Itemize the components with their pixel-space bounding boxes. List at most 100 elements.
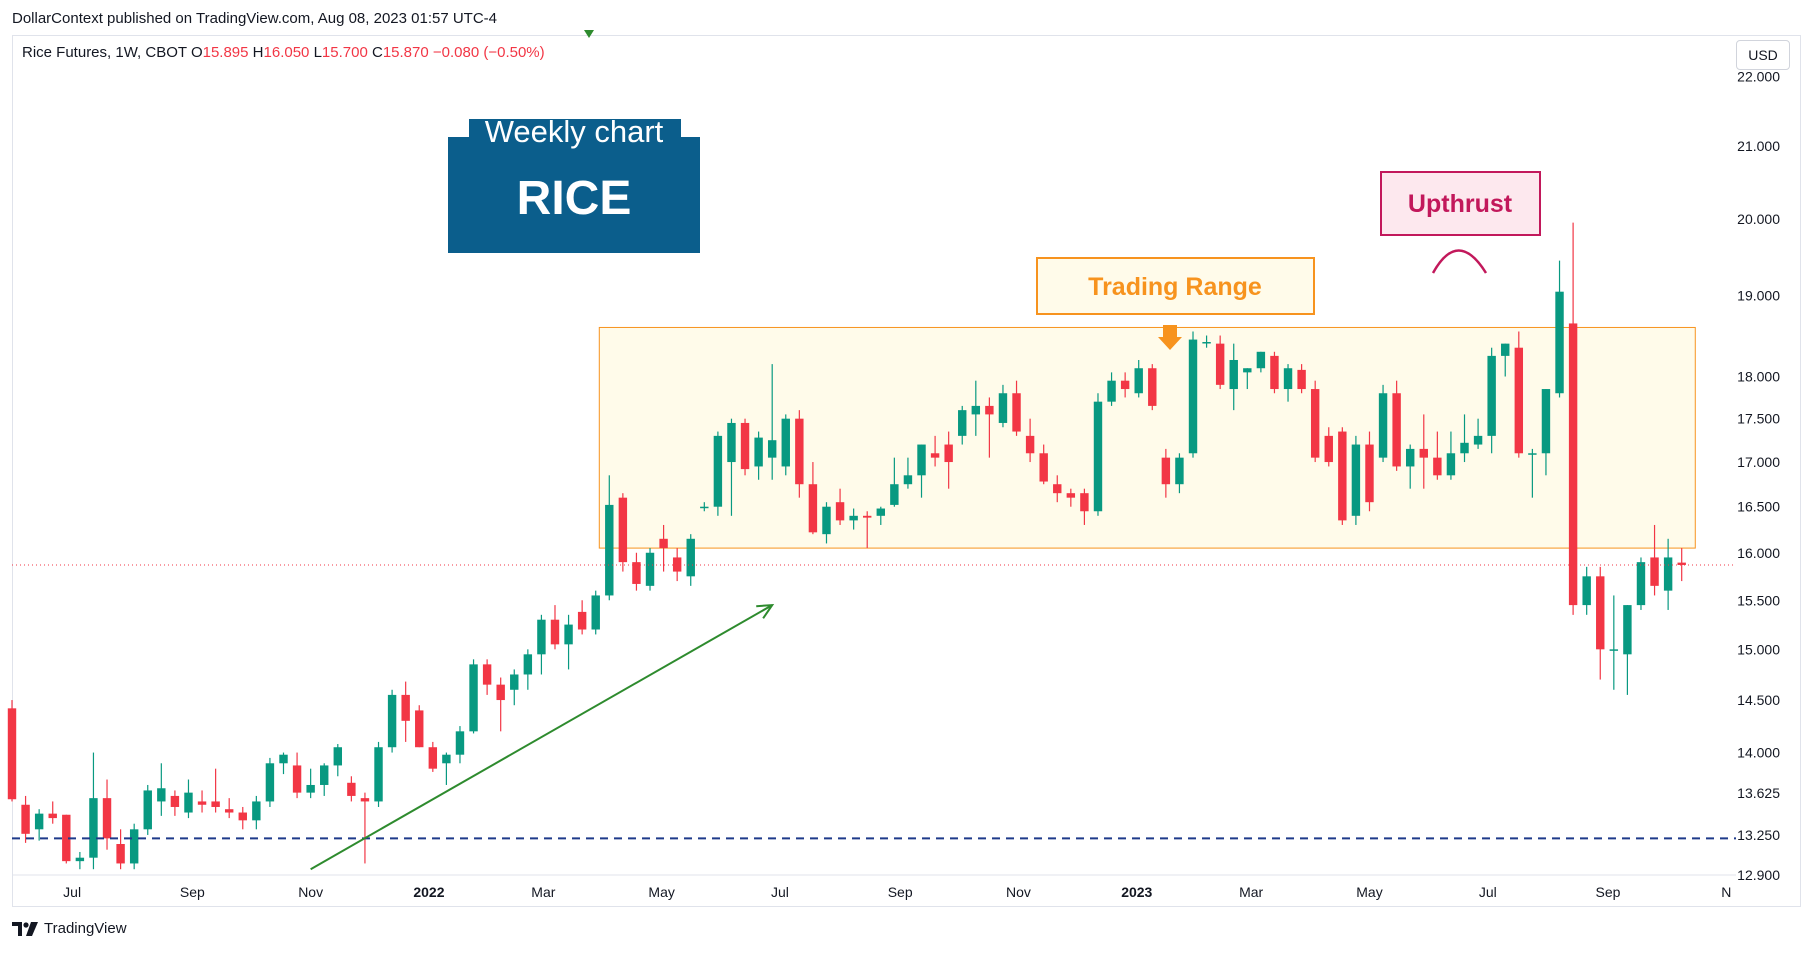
candle (1623, 605, 1632, 695)
candle-body (672, 557, 682, 572)
legend-close: 15.870 (382, 44, 429, 61)
currency-button[interactable]: USD (1736, 40, 1790, 70)
candle-body (1270, 355, 1279, 390)
candle-body (75, 857, 85, 862)
candle (1541, 389, 1551, 476)
candle (1175, 453, 1184, 494)
candle-body (62, 814, 71, 862)
time-tick-label: Jul (771, 884, 789, 900)
candle (1256, 351, 1266, 373)
time-tick-label: May (648, 884, 674, 900)
footer-brand: TradingView (12, 920, 127, 937)
trading-range-zone (598, 326, 1696, 549)
legend-low: 15.700 (321, 44, 368, 61)
candle-body (1501, 343, 1510, 356)
candle-body (252, 801, 261, 821)
candle (143, 784, 152, 835)
candle (1650, 524, 1659, 596)
time-tick-label: Sep (1596, 884, 1621, 900)
candle (1555, 260, 1564, 398)
time-tick-label: Sep (180, 884, 205, 900)
candle-body (482, 664, 492, 685)
candle (292, 752, 302, 799)
candle (740, 418, 750, 476)
upthrust-arc (1431, 249, 1488, 274)
candle-body (767, 440, 777, 458)
candle (1677, 548, 1686, 582)
candle (808, 462, 818, 535)
candle-body (754, 437, 763, 467)
candle-body (306, 784, 315, 793)
title-box-subtitle: Weekly chart (485, 114, 664, 149)
candle-body (1405, 448, 1415, 467)
candle-body (469, 664, 478, 732)
candle (1148, 364, 1157, 411)
candle (224, 798, 234, 819)
candle (1473, 418, 1483, 449)
candle-body (998, 393, 1008, 423)
price-tick-label: 14.000 (1737, 745, 1780, 761)
candle-body (577, 611, 587, 630)
title-box: Weekly chart RICE (448, 114, 700, 253)
candle (835, 488, 845, 525)
candle-body (143, 790, 152, 830)
candle-body (387, 694, 397, 748)
candle-body (808, 484, 818, 533)
candle-body (1080, 493, 1089, 512)
price-tick-label: 20.000 (1737, 211, 1780, 227)
price-tick-label: 19.000 (1737, 288, 1780, 304)
candle-body (876, 508, 885, 516)
candle (686, 534, 695, 586)
candle (320, 763, 329, 796)
candle-body (1663, 557, 1673, 591)
legend-open: 15.895 (202, 44, 249, 61)
candle-body (374, 747, 383, 802)
candle-body (1487, 355, 1496, 436)
candle (1460, 414, 1469, 463)
candle (1161, 448, 1171, 498)
candle (1351, 435, 1361, 525)
candle (442, 752, 451, 785)
candle-body (605, 504, 614, 596)
candle (1582, 566, 1591, 615)
candle-body (537, 619, 546, 655)
candle-body (1283, 368, 1293, 390)
candle-body (1636, 562, 1646, 606)
candle-body (1609, 649, 1619, 651)
candle-body (1324, 435, 1333, 463)
candle (1120, 372, 1130, 398)
candle (1568, 222, 1578, 615)
candle-body (1093, 401, 1103, 512)
candle-body (659, 538, 668, 549)
candle (822, 502, 831, 544)
candle-body (102, 798, 112, 839)
price-tick-label: 15.500 (1737, 592, 1780, 608)
candle-body (428, 747, 438, 769)
time-tick-label: Mar (1239, 884, 1263, 900)
candle-body (1473, 435, 1483, 445)
candle-body (1596, 576, 1605, 650)
candle (1487, 347, 1496, 454)
candle-body (1568, 323, 1578, 606)
candle-body (48, 813, 57, 819)
candle-body (1134, 368, 1143, 394)
candle-body (903, 475, 913, 485)
candle-body (170, 795, 180, 807)
candle-body (564, 624, 573, 645)
price-tick-label: 16.000 (1737, 545, 1780, 561)
candle-body (510, 674, 519, 690)
candle (591, 590, 600, 635)
candle-body (1419, 448, 1428, 458)
candle-body (591, 595, 600, 630)
price-tick-label: 13.250 (1737, 827, 1780, 843)
candle (157, 763, 166, 816)
candle-body (1107, 380, 1116, 402)
candle-body (1297, 369, 1306, 390)
candle (1215, 335, 1225, 390)
time-tick-label: Jul (63, 884, 81, 900)
candle (1134, 359, 1143, 398)
price-tick-label: 12.900 (1737, 867, 1780, 883)
candle-body (333, 747, 343, 766)
candle-body (1012, 393, 1021, 432)
